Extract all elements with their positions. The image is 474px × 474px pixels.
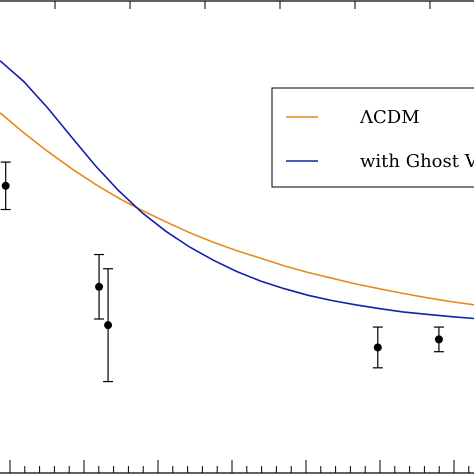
- legend-box: [271, 87, 474, 188]
- point-marker: [104, 321, 113, 330]
- data-points: [0, 161, 444, 383]
- point-marker: [373, 343, 382, 352]
- point-marker: [434, 335, 443, 344]
- data-point-2: [103, 268, 114, 383]
- series-line-0: [0, 112, 474, 306]
- data-point-4: [433, 326, 444, 353]
- point-marker: [1, 181, 10, 190]
- axis-ticks: [9, 1, 470, 473]
- legend-label-lcdm: ΛCDM: [359, 107, 420, 128]
- point-marker: [95, 282, 104, 291]
- series-curves: [0, 60, 474, 320]
- series-line-1: [0, 60, 474, 320]
- legend: ΛCDM with Ghost V: [271, 87, 474, 188]
- data-point-3: [372, 326, 383, 369]
- data-point-1: [94, 253, 105, 320]
- data-point-0: [0, 161, 11, 211]
- legend-label-ghost: with Ghost V: [360, 151, 474, 172]
